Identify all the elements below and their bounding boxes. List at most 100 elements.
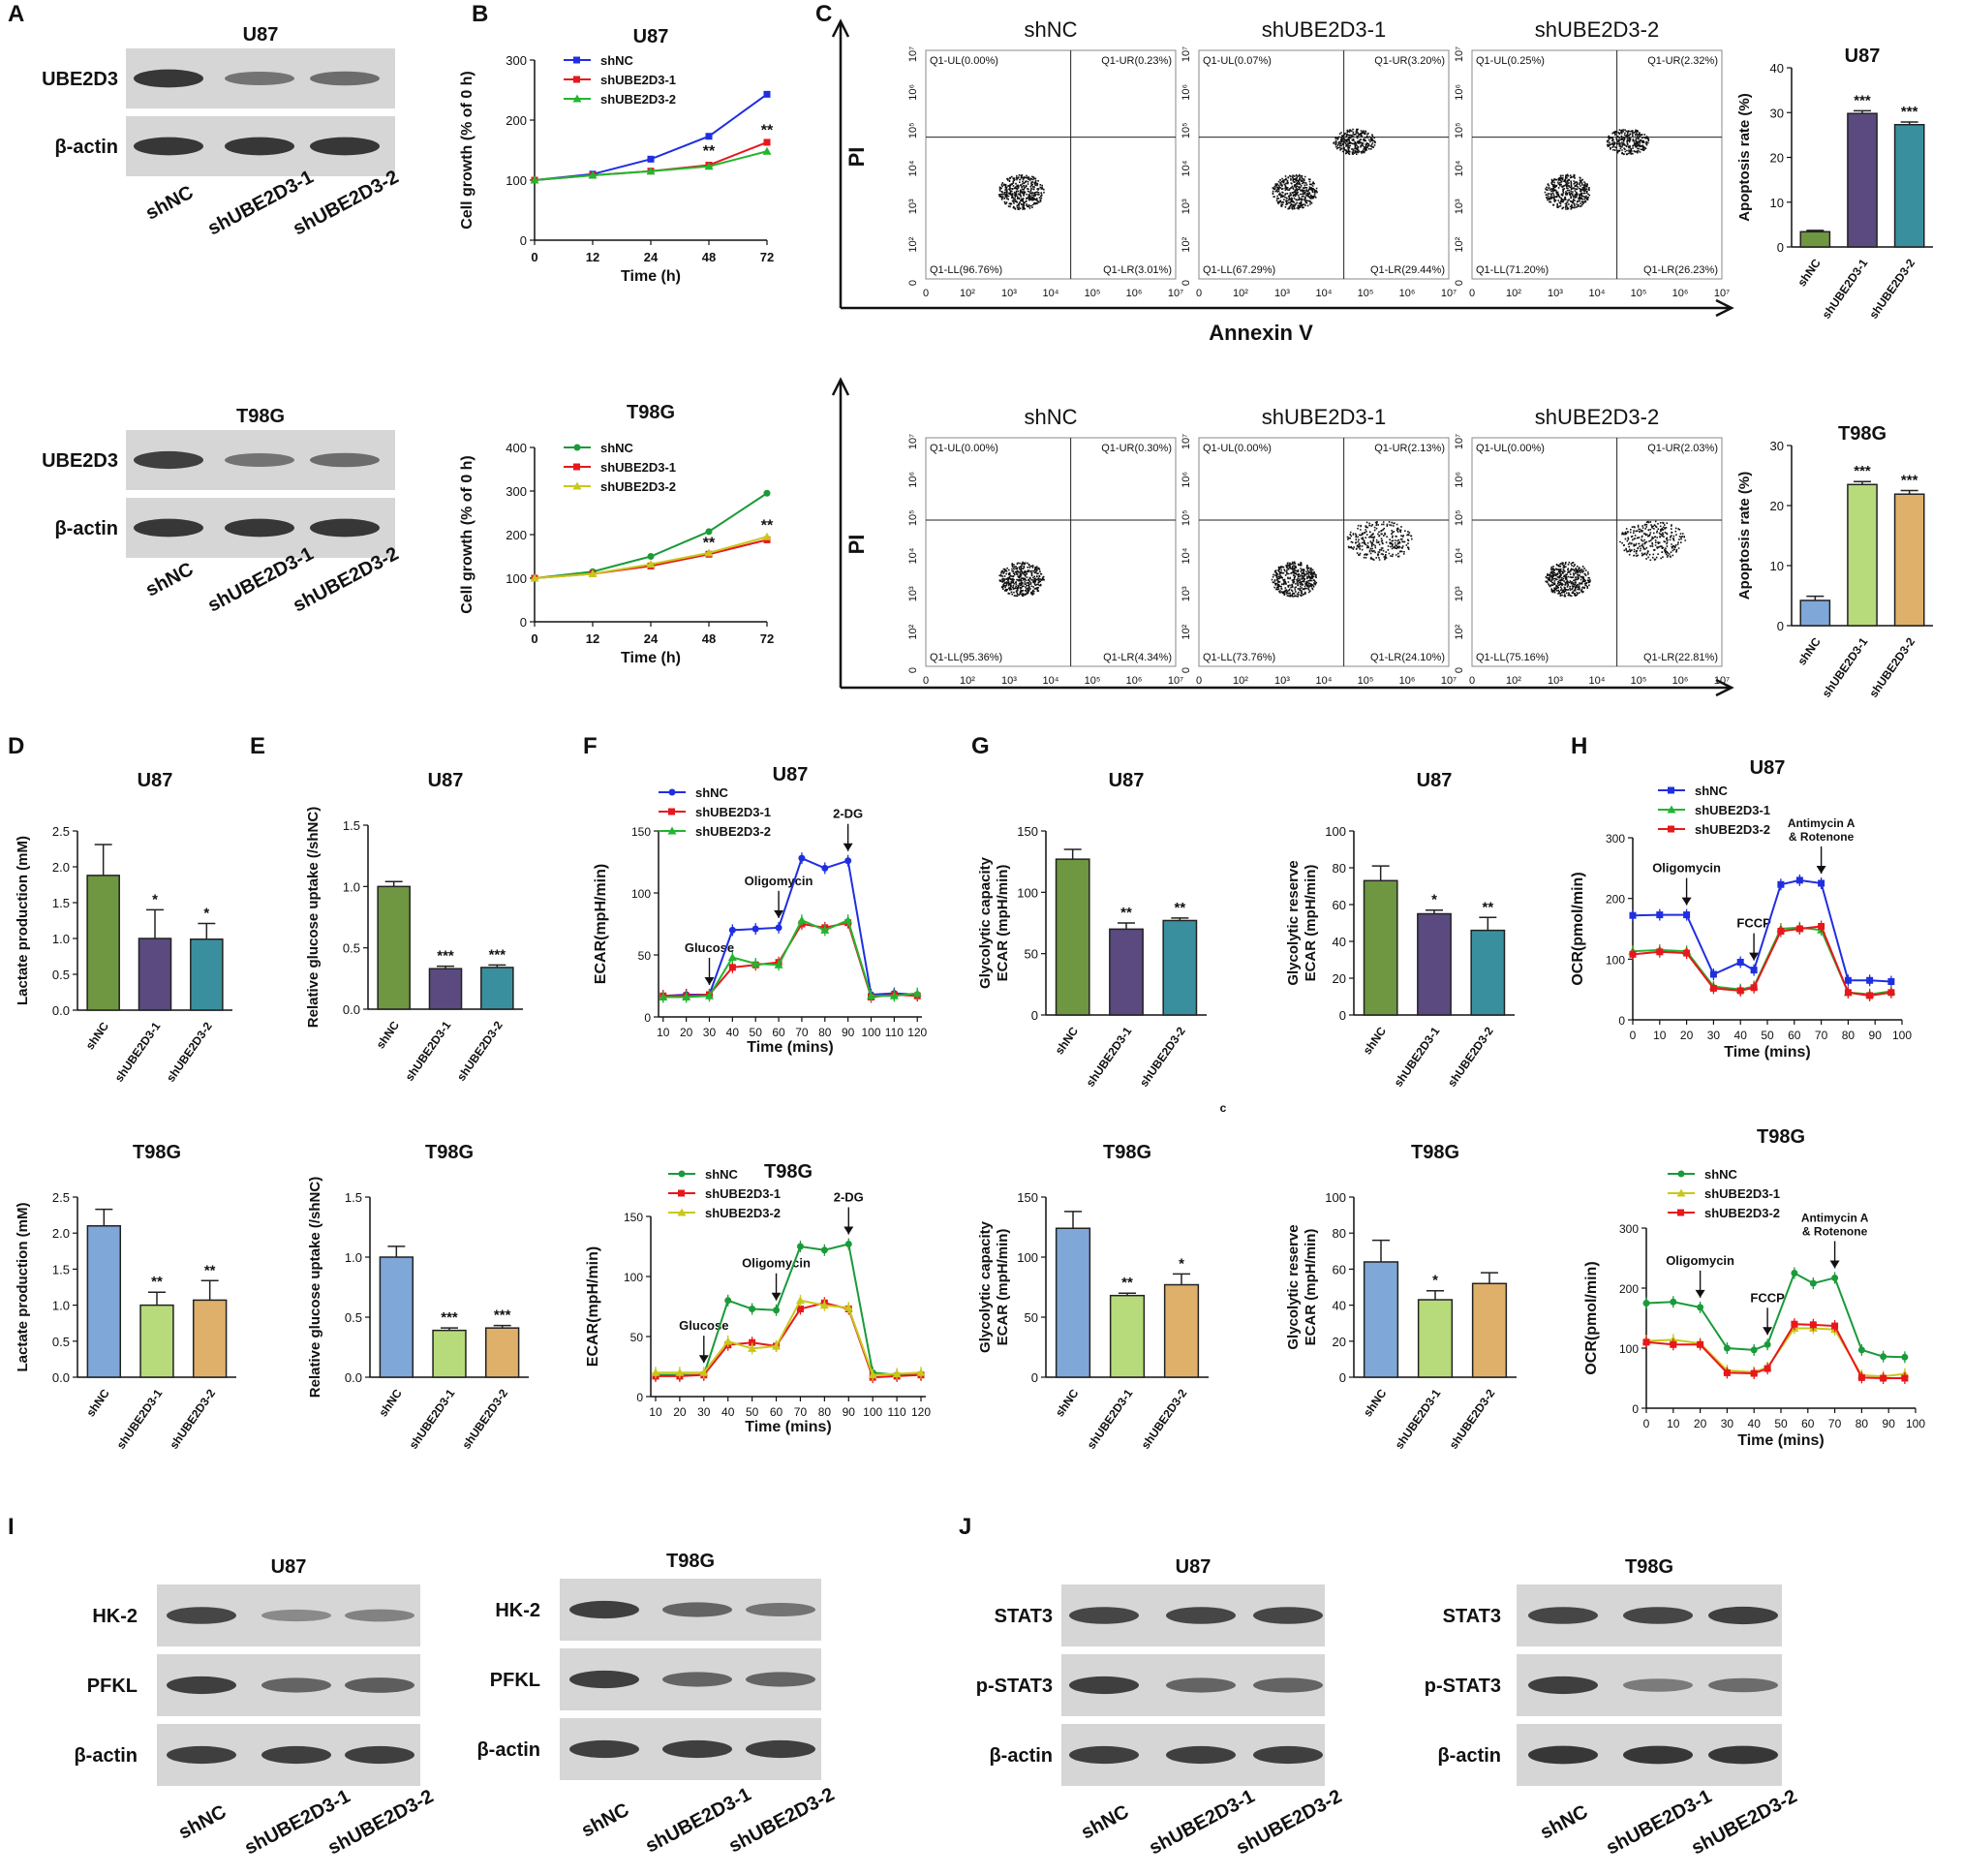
- bar: [1162, 919, 1198, 1016]
- x-tick-label: 10: [657, 1026, 670, 1039]
- y-tick-label: 1.0: [345, 1250, 362, 1265]
- y-tick-label: 150: [631, 825, 651, 839]
- legend-label: shUBE2D3-1: [705, 1186, 781, 1201]
- y-tick-label: 150: [1017, 1190, 1038, 1205]
- panel-letter-D: D: [8, 733, 24, 759]
- data-point: [1670, 1340, 1677, 1348]
- blot-band: [746, 1603, 815, 1616]
- blot-band: [662, 1602, 732, 1617]
- y-tick-label: 1.0: [52, 932, 70, 946]
- y-tick-label: 0: [1777, 240, 1784, 255]
- x-tick-label: 50: [750, 1026, 763, 1039]
- y-tick-label: 60: [1333, 898, 1346, 912]
- y-tick-label: 200: [1619, 1282, 1639, 1296]
- scatter-cloud: [1271, 521, 1413, 598]
- x-tick-label: shNC: [1053, 1386, 1082, 1419]
- legend-label: shNC: [705, 1167, 739, 1182]
- blot-row-label: UBE2D3: [42, 450, 118, 472]
- event-arrowhead: [771, 1292, 782, 1301]
- legend-label: shUBE2D3-2: [1695, 822, 1770, 837]
- x-tick-label: shUBE2D3-2: [1866, 634, 1917, 699]
- flow-y-tick: 10⁵: [907, 122, 919, 138]
- data-point: [1880, 1353, 1887, 1361]
- x-tick-label: shUBE2D3-2: [167, 1386, 218, 1451]
- flow-x-tick: 10⁷: [1714, 675, 1730, 687]
- x-tick-label: shUBE2D3-2: [459, 1386, 510, 1451]
- legend-label: shUBE2D3-1: [695, 805, 771, 819]
- y-tick-label: 0: [520, 233, 527, 248]
- series-line: [1645, 1323, 1905, 1379]
- blot-band: [261, 1745, 331, 1765]
- flow-x-arrowhead: [1715, 298, 1734, 318]
- blot-band: [1253, 1607, 1323, 1624]
- significance-mark: ***: [489, 946, 506, 963]
- y-tick-label: 300: [1606, 832, 1625, 846]
- flow-plot-title: shNC: [1024, 17, 1077, 42]
- blot-band: [345, 1609, 414, 1622]
- panel-letter-E: E: [250, 733, 265, 759]
- y-axis-label: OCR(pmol/min): [1583, 1261, 1600, 1374]
- x-tick-label: 30: [697, 1405, 711, 1419]
- flow-x-tick: 10⁴: [1316, 288, 1333, 299]
- legend-label: shUBE2D3-2: [600, 92, 676, 107]
- blot-row-label: p-STAT3: [976, 1676, 1053, 1697]
- data-point: [1791, 1270, 1798, 1276]
- data-point: [1880, 1374, 1887, 1382]
- blot-row-label: UBE2D3: [42, 69, 118, 90]
- x-tick-label: 24: [644, 631, 659, 646]
- significance-mark: *: [152, 891, 158, 907]
- event-label: Oligomycin: [1652, 861, 1721, 876]
- bar-chart-H2: 0 20 40 60 80 100 shNC * shUBE2D3-1 ** shUBE2D3-2 U…: [1285, 770, 1515, 1090]
- data-point: [723, 1337, 733, 1345]
- y-tick-label: 0.5: [52, 968, 70, 982]
- flow-x-tick: 10³: [1548, 675, 1563, 687]
- x-tick-label: 30: [1721, 1417, 1734, 1430]
- blot-band: [746, 1672, 815, 1687]
- x-tick-label: 12: [586, 631, 599, 646]
- flow-frame: [1471, 437, 1723, 667]
- flow-x-arrowhead: [1715, 678, 1734, 697]
- flow-x-tick: 10⁴: [1589, 675, 1606, 687]
- blot-row-label: HK-2: [92, 1606, 138, 1627]
- bar: [86, 1225, 122, 1378]
- x-tick-label: 20: [1694, 1417, 1707, 1430]
- y-tick-label: 1.0: [52, 1299, 70, 1313]
- flow-x-tick: 10²: [1506, 675, 1521, 687]
- legend-marker: [573, 76, 580, 83]
- flow-y-tick: 10⁷: [1181, 434, 1192, 449]
- chart-title: T98G: [1103, 1142, 1151, 1163]
- line-chart-G2: 0 100 200 300 0 10 20 30 40 50 60 70 80 90 100 T98G Time…: [1583, 1126, 1925, 1449]
- flow-x-tick: 10³: [1274, 288, 1290, 299]
- data-point: [704, 991, 714, 1000]
- event-label: 2-DG: [833, 807, 863, 821]
- flow-x-tick: 10³: [1274, 675, 1290, 687]
- x-axis-label: Time (mins): [1724, 1044, 1811, 1061]
- bar: [86, 875, 120, 1011]
- x-tick-label: 50: [746, 1405, 759, 1419]
- blot-band: [310, 71, 380, 86]
- flow-y-arrowhead: [831, 377, 850, 396]
- blot-row-label: p-STAT3: [1425, 1676, 1501, 1697]
- y-tick-label: 400: [506, 441, 527, 455]
- x-tick-label: 120: [907, 1026, 927, 1039]
- quadrant-label: Q1-LR(29.44%): [1370, 264, 1445, 276]
- data-point: [728, 964, 736, 971]
- flow-x-tick: 10³: [1001, 675, 1017, 687]
- blot-row-label: STAT3: [995, 1606, 1053, 1627]
- x-tick-label: 48: [702, 631, 716, 646]
- x-tick-label: shUBE2D3-2: [1866, 256, 1917, 321]
- data-point: [751, 959, 760, 968]
- flow-plot: shUBE2D3-1 Q1-UL(0.07%) Q1-UR(3.20%) Q1-LL(…: [1181, 17, 1457, 299]
- data-point: [1901, 1353, 1909, 1361]
- flow-x-tick: 10⁵: [1631, 288, 1647, 299]
- flow-y-tick: 0: [1454, 280, 1465, 286]
- y-axis-label: Lactate production (mM): [15, 1202, 31, 1371]
- blot-lane-label: shNC: [1078, 1801, 1132, 1844]
- data-point: [1750, 1369, 1758, 1377]
- flow-x-tick: 0: [923, 675, 929, 687]
- flow-y-tick: 10³: [1454, 586, 1465, 601]
- flow-y-tick: 10³: [907, 199, 919, 214]
- blot-band: [569, 1739, 639, 1759]
- legend-marker: [573, 56, 580, 64]
- x-tick-label: 40: [721, 1405, 735, 1419]
